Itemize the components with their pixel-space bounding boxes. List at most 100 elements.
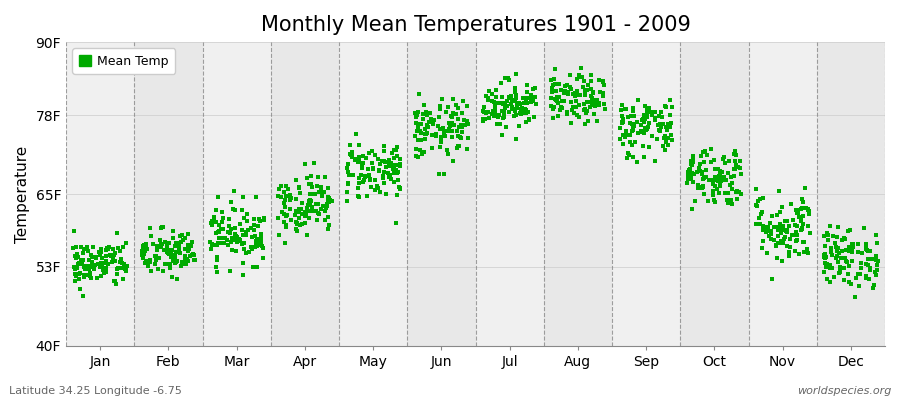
Point <box>98 247 112 253</box>
Point <box>187 252 202 258</box>
Point <box>690 182 705 188</box>
Point <box>151 254 166 261</box>
Point <box>551 112 565 119</box>
Point <box>798 205 813 211</box>
Point <box>578 92 592 98</box>
Point <box>824 244 838 251</box>
Point <box>230 234 244 240</box>
Point <box>352 158 366 164</box>
Point <box>92 249 106 256</box>
Point <box>104 252 119 259</box>
Point <box>645 132 660 139</box>
Point <box>391 192 405 198</box>
Point <box>363 176 377 182</box>
Point <box>831 224 845 230</box>
Point <box>840 258 854 265</box>
Point <box>94 246 109 252</box>
Point <box>389 161 403 168</box>
Point <box>362 150 376 156</box>
Point <box>143 233 157 239</box>
Point <box>577 101 591 108</box>
Point <box>715 177 729 184</box>
Point <box>79 262 94 269</box>
Point <box>304 208 319 215</box>
Point <box>846 241 860 247</box>
Point <box>707 174 722 181</box>
Point <box>391 177 405 184</box>
Point <box>411 124 426 130</box>
Point <box>560 82 574 88</box>
Point <box>213 234 228 241</box>
Point <box>237 214 251 221</box>
Point <box>729 162 743 168</box>
Point <box>686 179 700 186</box>
Point <box>519 96 534 102</box>
Point <box>104 259 119 265</box>
Point <box>451 143 465 149</box>
Point <box>613 136 627 143</box>
Point <box>139 243 153 249</box>
Point <box>708 199 723 206</box>
Bar <box>339 42 408 346</box>
Point <box>794 227 808 233</box>
Point <box>226 206 240 212</box>
Point <box>341 181 356 187</box>
Point <box>283 192 297 198</box>
Point <box>475 107 490 114</box>
Point <box>225 235 239 242</box>
Point <box>289 196 303 202</box>
Point <box>168 260 183 267</box>
Point <box>120 263 134 270</box>
Point <box>512 100 526 107</box>
Point <box>280 212 294 218</box>
Point <box>862 265 877 272</box>
Point <box>323 197 338 204</box>
Point <box>508 112 523 118</box>
Point <box>790 232 805 238</box>
Point <box>444 112 458 119</box>
Point <box>685 205 699 212</box>
Point <box>274 194 288 200</box>
Point <box>753 196 768 202</box>
Point <box>706 196 721 203</box>
Point <box>454 134 469 141</box>
Point <box>720 197 734 203</box>
Point <box>300 175 314 181</box>
Point <box>768 224 782 230</box>
Point <box>515 105 529 111</box>
Point <box>658 133 672 139</box>
Point <box>789 222 804 229</box>
Point <box>84 274 98 281</box>
Point <box>794 216 808 222</box>
Point <box>443 121 457 127</box>
Point <box>626 127 640 134</box>
Point <box>302 202 316 208</box>
Point <box>631 130 645 137</box>
Point <box>504 101 518 107</box>
Point <box>365 166 380 172</box>
Point <box>721 170 735 176</box>
Point <box>586 90 600 96</box>
Point <box>497 114 511 121</box>
Point <box>320 202 334 208</box>
Point <box>160 244 175 251</box>
Point <box>371 184 385 191</box>
Point <box>280 192 294 199</box>
Point <box>248 240 263 246</box>
Point <box>214 226 229 232</box>
Point <box>527 85 542 91</box>
Point <box>578 120 592 127</box>
Point <box>727 166 742 172</box>
Point <box>770 212 785 218</box>
Point <box>252 242 266 248</box>
Point <box>620 114 634 120</box>
Point <box>376 158 391 165</box>
Point <box>653 109 668 116</box>
Point <box>638 116 652 122</box>
Point <box>580 99 594 105</box>
Point <box>278 240 293 247</box>
Point <box>651 122 665 128</box>
Point <box>284 217 299 223</box>
Point <box>487 113 501 119</box>
Point <box>310 182 324 189</box>
